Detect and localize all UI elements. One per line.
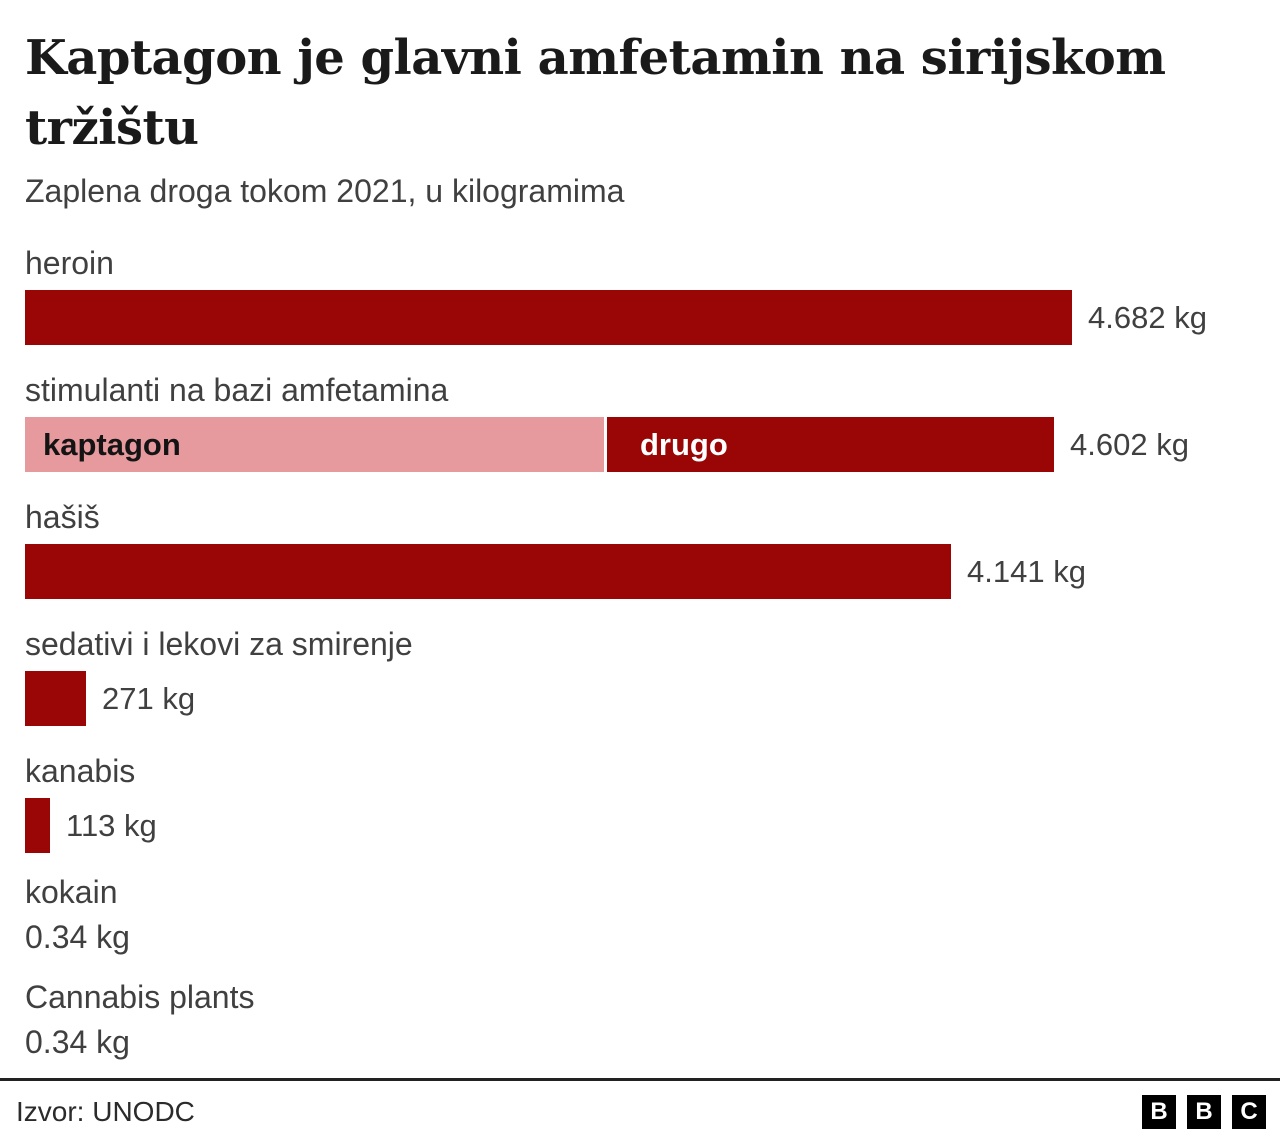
footer-divider xyxy=(0,1078,1280,1081)
drugo-segment: drugo xyxy=(607,417,1054,472)
bbc-logo-block-c: C xyxy=(1232,1095,1266,1129)
category-label: sedativi i lekovi za smirenje xyxy=(25,626,413,662)
bbc-logo: B B C xyxy=(1142,1095,1266,1129)
bbc-logo-block-b2: B xyxy=(1187,1095,1221,1129)
chart-row-cannabis: kanabis 113 kg xyxy=(25,752,1255,853)
value-label: 0.34 kg xyxy=(25,1024,130,1060)
chart-title-line-1: Kaptagon je glavni amfetamin na sirijsko… xyxy=(25,30,1166,86)
value-label: 113 kg xyxy=(66,807,157,843)
bar-chart: heroin 4.682 kg stimulanti na bazi amfet… xyxy=(25,244,1255,1061)
value-label: 4.602 kg xyxy=(1070,426,1189,462)
kaptagon-segment: kaptagon xyxy=(25,417,604,472)
category-label: hašiš xyxy=(25,499,100,535)
chart-row-cocaine: kokain 0.34 kg xyxy=(25,873,1255,956)
value-label: 271 kg xyxy=(102,680,196,716)
category-label: kokain xyxy=(25,874,118,910)
chart-row-hashish: hašiš 4.141 kg xyxy=(25,498,1255,599)
stimulants-split-bar: kaptagon drugo xyxy=(25,417,1054,472)
bar-line: 113 kg xyxy=(25,798,1255,853)
category-label: kanabis xyxy=(25,753,136,789)
source-attribution: Izvor: UNODC xyxy=(16,1096,195,1127)
bar-line: 4.682 kg xyxy=(25,290,1255,345)
chart-row-cannabis-plants: Cannabis plants 0.34 kg xyxy=(25,978,1255,1061)
footer: Izvor: UNODC B B C xyxy=(0,1092,1280,1132)
kaptagon-segment-label: kaptagon xyxy=(43,426,181,462)
value-label: 4.682 kg xyxy=(1088,299,1207,335)
chart-row-heroin: heroin 4.682 kg xyxy=(25,244,1255,345)
chart-title: Kaptagon je glavni amfetamin na sirijsko… xyxy=(25,23,1225,163)
bbc-logo-block-b1: B xyxy=(1142,1095,1176,1129)
chart-row-sedatives: sedativi i lekovi za smirenje 271 kg xyxy=(25,625,1255,726)
sedatives-bar xyxy=(25,671,86,726)
bar-line: 271 kg xyxy=(25,671,1255,726)
value-label: 0.34 kg xyxy=(25,919,130,955)
category-label: Cannabis plants xyxy=(25,979,255,1015)
bar-line: kaptagon drugo 4.602 kg xyxy=(25,417,1255,472)
chart-title-line-2: tržištu xyxy=(25,100,199,156)
drugo-segment-label: drugo xyxy=(640,426,728,462)
category-label: stimulanti na bazi amfetamina xyxy=(25,372,449,408)
bar-line: 4.141 kg xyxy=(25,544,1255,599)
heroin-bar xyxy=(25,290,1072,345)
value-label: 4.141 kg xyxy=(967,553,1086,589)
chart-row-stimulants: stimulanti na bazi amfetamina kaptagon d… xyxy=(25,371,1255,472)
chart-content: Kaptagon je glavni amfetamin na sirijsko… xyxy=(25,23,1255,1061)
cannabis-bar xyxy=(25,798,50,853)
hashish-bar xyxy=(25,544,951,599)
category-label: heroin xyxy=(25,245,114,281)
chart-subtitle: Zaplena droga tokom 2021, u kilogramima xyxy=(25,173,625,209)
